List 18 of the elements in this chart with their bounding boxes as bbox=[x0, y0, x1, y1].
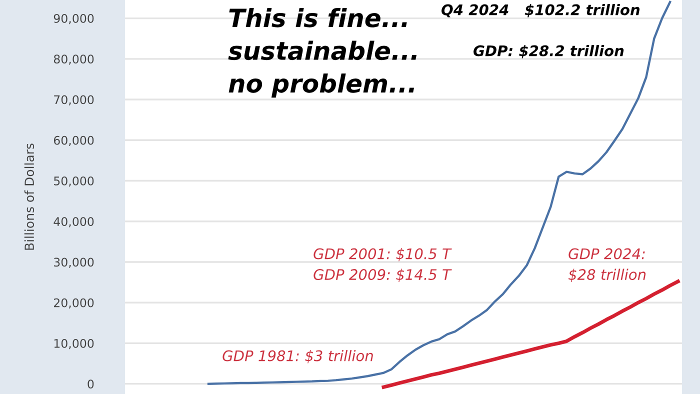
y-tick-label: 70,000 bbox=[54, 95, 94, 106]
y-tick-label: 50,000 bbox=[54, 176, 94, 187]
y-tick-label: 40,000 bbox=[54, 217, 94, 228]
y-tick-label: 60,000 bbox=[54, 136, 94, 146]
line-series bbox=[207, 0, 672, 385]
y-tick-label: 20,000 bbox=[54, 298, 94, 308]
y-tick-label: 10,000 bbox=[54, 338, 94, 350]
annotation: GDP: $28.2 trillion bbox=[474, 45, 624, 58]
annotation: GDP 1981: $3 trillion bbox=[222, 350, 373, 364]
annotation: Q4 2024 $102.2 trillion bbox=[442, 4, 640, 18]
annotation: GDP 2001: $10.5 T GDP 2009: $14.5 T bbox=[314, 248, 452, 282]
y-tick-label: 90,000 bbox=[54, 14, 94, 24]
y-axis-title: Billions of Dollars bbox=[24, 144, 34, 250]
y-tick-label: 80,000 bbox=[54, 54, 94, 65]
y-tick-label: 0 bbox=[88, 380, 94, 388]
annotation: This is fine... sustainable... no problem... bbox=[228, 8, 416, 98]
y-tick-label: 30,000 bbox=[54, 258, 94, 268]
annotation: GDP 2024: $28 trillion bbox=[568, 248, 646, 282]
